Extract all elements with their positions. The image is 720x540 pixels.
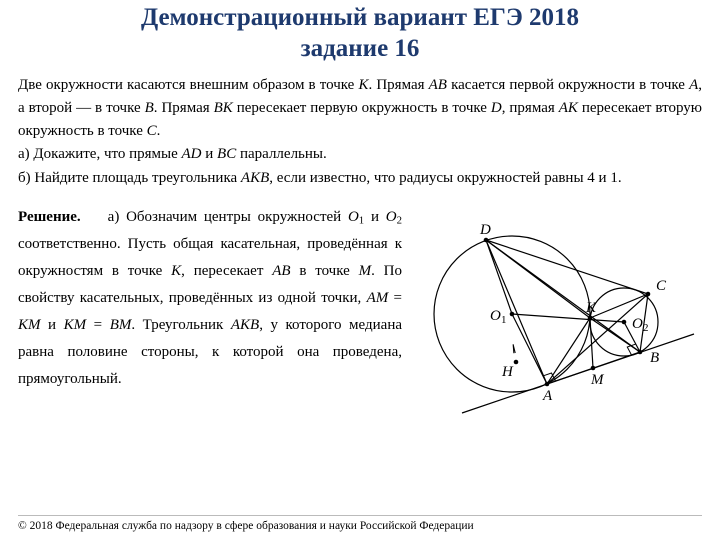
svg-text:K: K <box>585 300 597 316</box>
svg-text:O: O <box>632 316 643 332</box>
problem-part-b: б) Найдите площадь треугольника AKB, есл… <box>18 167 702 190</box>
solution-text: Решение. а) Обозначим центры окружностей… <box>18 204 402 414</box>
svg-text:O: O <box>490 308 501 324</box>
svg-text:H: H <box>501 364 514 380</box>
problem-part-a: а) Докажите, что прямые AD и BC параллел… <box>18 143 702 166</box>
title-line-2: задание 16 <box>18 35 702 64</box>
svg-text:C: C <box>656 278 667 294</box>
svg-text:M: M <box>590 372 605 388</box>
page-title: Демонстрационный вариант ЕГЭ 2018 задани… <box>18 4 702 64</box>
svg-text:1: 1 <box>501 314 507 326</box>
geometry-diagram: DABCKMHO1O2 <box>412 204 702 414</box>
svg-text:2: 2 <box>643 322 649 334</box>
svg-text:D: D <box>479 222 491 238</box>
svg-text:A: A <box>542 388 553 404</box>
svg-text:B: B <box>650 350 659 366</box>
problem-statement: Две окружности касаются внешним образом … <box>18 74 702 190</box>
title-line-1: Демонстрационный вариант ЕГЭ 2018 <box>18 4 702 33</box>
problem-main: Две окружности касаются внешним образом … <box>18 74 702 144</box>
copyright-footer: © 2018 Федеральная служба по надзору в с… <box>18 515 702 532</box>
